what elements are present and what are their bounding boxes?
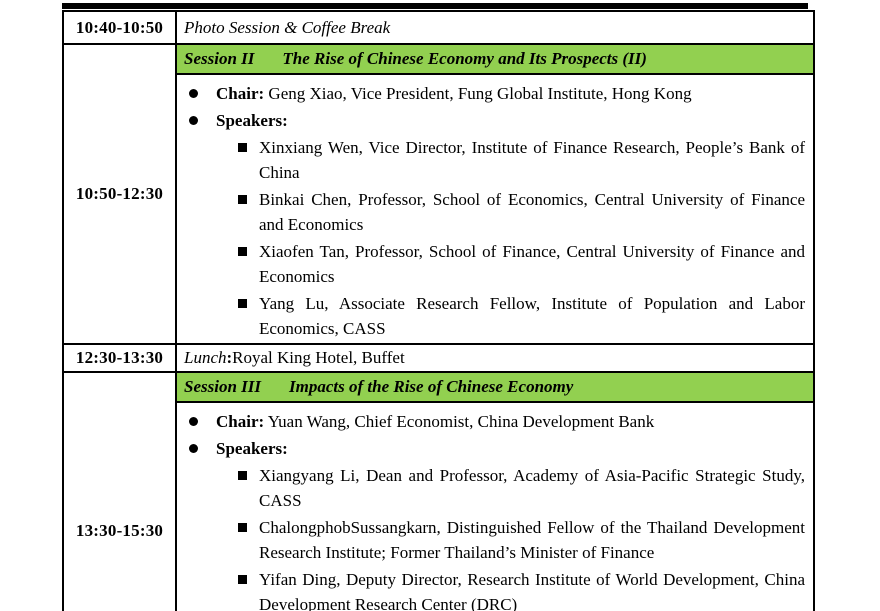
entry-text-part: Lunch bbox=[184, 348, 227, 367]
chair-label: Chair: bbox=[216, 84, 265, 103]
speaker-text: Xinxiang Wen, Vice Director, Institute o… bbox=[259, 138, 805, 182]
simple-entry: Photo Session & Coffee Break bbox=[177, 12, 813, 43]
entry-text-part: Royal King Hotel, Buffet bbox=[232, 348, 405, 367]
speakers-label: Speakers: bbox=[216, 439, 288, 458]
speaker-text: ChalongphobSussangkarn, Distinguished Fe… bbox=[259, 518, 805, 562]
time-cell: 10:50-12:30 bbox=[64, 45, 177, 343]
speaker-text: Xiangyang Li, Dean and Professor, Academ… bbox=[259, 466, 805, 510]
bullet-dot-icon bbox=[189, 417, 198, 426]
speaker-text: Binkai Chen, Professor, School of Econom… bbox=[259, 190, 805, 234]
speakers-item: Speakers: bbox=[177, 108, 805, 133]
table-row: 13:30-15:30 Session III Impacts of the Ris… bbox=[64, 373, 813, 611]
chair-text: Geng Xiao, Vice President, Fung Global I… bbox=[264, 84, 692, 103]
bullet-square-icon bbox=[238, 471, 247, 480]
session-list: Chair: Yuan Wang, Chief Economist, China… bbox=[177, 403, 813, 611]
session-header: Session II The Rise of Chinese Economy an… bbox=[177, 45, 813, 75]
speaker-item: Xiaofen Tan, Professor, School of Financ… bbox=[177, 239, 805, 289]
chair-label: Chair: bbox=[216, 412, 265, 431]
simple-entry: Lunch: Royal King Hotel, Buffet bbox=[177, 345, 813, 371]
content-cell: Session II The Rise of Chinese Economy an… bbox=[177, 45, 813, 343]
bullet-square-icon bbox=[238, 195, 247, 204]
table-row: 10:50-12:30 Session II The Rise of Chinese… bbox=[64, 45, 813, 345]
entry-text-part: : bbox=[226, 348, 233, 367]
speaker-item: ChalongphobSussangkarn, Distinguished Fe… bbox=[177, 515, 805, 565]
chair-text: Yuan Wang, Chief Economist, China Develo… bbox=[264, 412, 655, 431]
session-title: Impacts of the Rise of Chinese Economy bbox=[289, 377, 574, 396]
top-partial-border bbox=[62, 3, 808, 9]
content-cell: Lunch: Royal King Hotel, Buffet bbox=[177, 345, 813, 371]
time-cell: 13:30-15:30 bbox=[64, 373, 177, 611]
bullet-square-icon bbox=[238, 523, 247, 532]
schedule-table: 10:40-10:50 Photo Session & Coffee Break 1… bbox=[62, 10, 815, 611]
bullet-dot-icon bbox=[189, 116, 198, 125]
entry-text-part: Photo Session & Coffee Break bbox=[184, 17, 391, 37]
speakers-label: Speakers: bbox=[216, 111, 288, 130]
session-label: Session III bbox=[184, 377, 262, 396]
content-cell: Session III Impacts of the Rise of Chines… bbox=[177, 373, 813, 611]
session-list: Chair: Geng Xiao, Vice President, Fung G… bbox=[177, 75, 813, 341]
session-label: Session II bbox=[184, 49, 255, 68]
content-cell: Photo Session & Coffee Break bbox=[177, 12, 813, 43]
speaker-text: Yifan Ding, Deputy Director, Research In… bbox=[259, 570, 805, 611]
chair-item: Chair: Yuan Wang, Chief Economist, China… bbox=[177, 409, 805, 434]
chair-item: Chair: Geng Xiao, Vice President, Fung G… bbox=[177, 81, 805, 106]
bullet-square-icon bbox=[238, 247, 247, 256]
time-cell: 12:30-13:30 bbox=[64, 345, 177, 371]
speaker-item: Yifan Ding, Deputy Director, Research In… bbox=[177, 567, 805, 611]
session-title: The Rise of Chinese Economy and Its Pros… bbox=[282, 49, 647, 68]
speaker-text: Yang Lu, Associate Research Fellow, Inst… bbox=[259, 294, 805, 338]
session-header: Session III Impacts of the Rise of Chines… bbox=[177, 373, 813, 403]
speaker-text: Xiaofen Tan, Professor, School of Financ… bbox=[259, 242, 805, 286]
bullet-dot-icon bbox=[189, 89, 198, 98]
table-row: 12:30-13:30 Lunch: Royal King Hotel, Buff… bbox=[64, 345, 813, 373]
bullet-dot-icon bbox=[189, 444, 198, 453]
bullet-square-icon bbox=[238, 575, 247, 584]
table-row: 10:40-10:50 Photo Session & Coffee Break bbox=[64, 12, 813, 45]
bullet-square-icon bbox=[238, 299, 247, 308]
speaker-item: Binkai Chen, Professor, School of Econom… bbox=[177, 187, 805, 237]
speakers-item: Speakers: bbox=[177, 436, 805, 461]
bullet-square-icon bbox=[238, 143, 247, 152]
speaker-item: Xinxiang Wen, Vice Director, Institute o… bbox=[177, 135, 805, 185]
time-cell: 10:40-10:50 bbox=[64, 12, 177, 43]
speaker-item: Yang Lu, Associate Research Fellow, Inst… bbox=[177, 291, 805, 341]
speaker-item: Xiangyang Li, Dean and Professor, Academ… bbox=[177, 463, 805, 513]
